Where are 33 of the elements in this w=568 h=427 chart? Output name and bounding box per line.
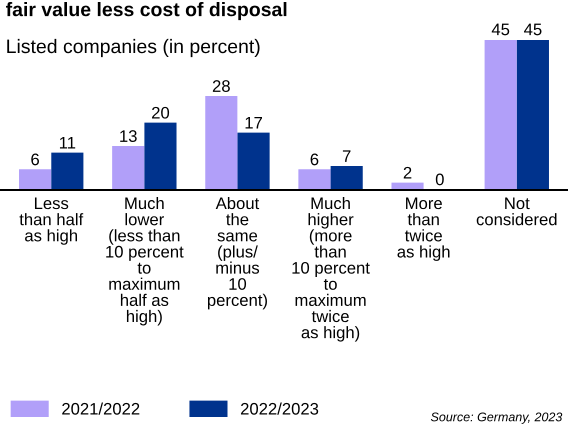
bar <box>112 146 144 190</box>
data-label: 13 <box>120 130 137 142</box>
data-label: 7 <box>342 150 350 162</box>
data-label: 17 <box>246 117 262 128</box>
legend-label: 2021/2022 <box>62 402 140 415</box>
x-tick-label: About the same (plus/ minus 10 percent) <box>208 196 267 310</box>
bar <box>516 40 549 190</box>
x-tick-label: More than twice as high <box>398 198 450 261</box>
data-label: 11 <box>60 137 76 148</box>
x-tick-label: Less than half as high <box>20 198 84 245</box>
data-label: 20 <box>152 106 170 119</box>
data-label: 2 <box>404 166 412 178</box>
legend-label: 2022/2023 <box>240 402 318 415</box>
data-label: 45 <box>492 24 510 36</box>
bar <box>51 152 84 190</box>
data-label: 28 <box>212 80 230 92</box>
data-label: 6 <box>31 154 39 166</box>
category-label: Much higher (more than 10 percent to maximum twice as high) <box>292 196 370 342</box>
bar <box>330 166 363 190</box>
source-note: Source: Germany, 2023 <box>430 412 562 424</box>
data-label: 6 <box>310 154 318 166</box>
data-label: 45 <box>524 24 542 36</box>
chart-title: fair value less cost of disposal <box>6 2 286 20</box>
x-tick-label: Not considered <box>476 198 556 226</box>
bar <box>238 132 270 190</box>
chart-subtitle: Listed companies (in percent) <box>7 38 260 58</box>
bar <box>484 40 517 190</box>
x-tick-label: Much lower (less than 10 percent to maximum half as high) <box>106 196 184 326</box>
bar <box>298 169 330 190</box>
bar <box>205 96 238 190</box>
bar <box>19 169 52 190</box>
bar <box>144 122 177 190</box>
data-label: 0 <box>436 174 444 186</box>
